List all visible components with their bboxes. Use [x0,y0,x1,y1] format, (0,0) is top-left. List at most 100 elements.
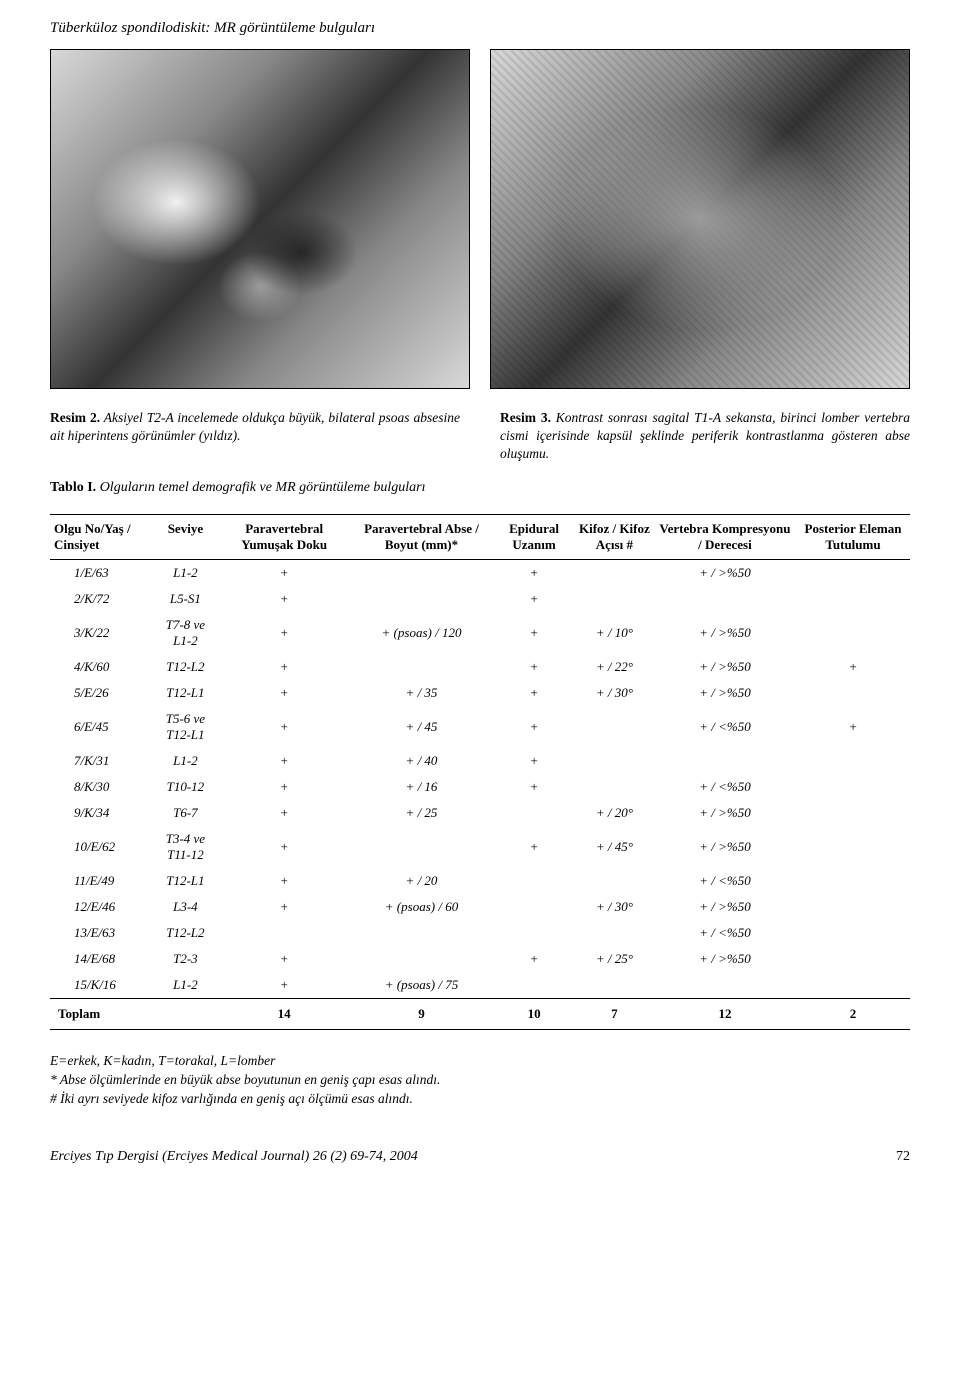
table-cell: + [219,774,350,800]
table-cell: T12-L2 [152,654,219,680]
table-cell: 2/K/72 [50,586,152,612]
col-header: Posterior Eleman Tutulumu [796,514,910,560]
table-cell: T12-L1 [152,680,219,706]
table-cell: + / 20° [575,800,654,826]
table-cell: 3/K/22 [50,612,152,654]
table-cell: T7-8 ve L1-2 [152,612,219,654]
table-cell [796,920,910,946]
table-cell [575,748,654,774]
table-header-row: Olgu No/Yaş / Cinsiyet Seviye Paraverteb… [50,514,910,560]
table-cell [796,800,910,826]
table-cell [575,868,654,894]
table-cell: + / <%50 [654,920,796,946]
table-cell: L1-2 [152,560,219,587]
table-row: 12/E/46L3-4++ (psoas) / 60+ / 30°+ / >%5… [50,894,910,920]
table-cell: + [219,612,350,654]
table-cell: + [219,654,350,680]
figure-2-image [50,49,470,389]
table-cell [575,920,654,946]
table-cell [350,560,494,587]
table-cell: + [493,946,575,972]
data-table: Olgu No/Yaş / Cinsiyet Seviye Paraverteb… [50,514,910,1031]
table-cell: T5-6 ve T12-L1 [152,706,219,748]
table-cell [796,894,910,920]
table-cell: + [493,826,575,868]
table-cell: + / <%50 [654,774,796,800]
table-cell: + [219,946,350,972]
table-row: 10/E/62T3-4 ve T11-12+++ / 45°+ / >%50 [50,826,910,868]
table-cell: L1-2 [152,748,219,774]
table-cell: + / >%50 [654,800,796,826]
table-row: 4/K/60T12-L2+++ / 22°+ / >%50+ [50,654,910,680]
captions-row: Resim 2. Aksiyel T2-A incelemede oldukça… [50,409,910,464]
table-cell [654,748,796,774]
table-cell: + / >%50 [654,946,796,972]
table-row: 11/E/49T12-L1++ / 20+ / <%50 [50,868,910,894]
table-cell: 11/E/49 [50,868,152,894]
table-cell: 8/K/30 [50,774,152,800]
table-cell [796,748,910,774]
table-footnotes: E=erkek, K=kadın, T=torakal, L=lomber * … [50,1052,910,1109]
table-cell: + / >%50 [654,826,796,868]
table-cell [493,800,575,826]
table-row: 8/K/30T10-12++ / 16++ / <%50 [50,774,910,800]
table-cell: 10/E/62 [50,826,152,868]
page-number: 72 [896,1149,910,1165]
total-label: Toplam [50,999,152,1030]
table-cell: + / 30° [575,894,654,920]
table-cell [350,826,494,868]
table-cell: 1/E/63 [50,560,152,587]
table-cell [493,920,575,946]
figure-2-label: Resim 2. [50,410,100,425]
table-cell [575,560,654,587]
table-title: Tablo I. Olguların temel demografik ve M… [50,480,910,496]
table-cell: T10-12 [152,774,219,800]
table-cell [350,920,494,946]
table-cell [350,586,494,612]
page-footer: Erciyes Tıp Dergisi (Erciyes Medical Jou… [50,1149,910,1165]
col-header: Kifoz / Kifoz Açısı # [575,514,654,560]
col-header: Epidural Uzanım [493,514,575,560]
table-cell: + [219,800,350,826]
table-cell [796,868,910,894]
table-cell: L1-2 [152,972,219,999]
footnote-line: * Abse ölçümlerinde en büyük abse boyutu… [50,1071,910,1090]
table-cell: L5-S1 [152,586,219,612]
table-cell [350,654,494,680]
table-cell: 7/K/31 [50,748,152,774]
table-cell: + / 45 [350,706,494,748]
table-cell: + [493,748,575,774]
table-cell: T12-L2 [152,920,219,946]
table-cell: + [219,706,350,748]
table-cell: 5/E/26 [50,680,152,706]
table-cell [654,586,796,612]
journal-citation: Erciyes Tıp Dergisi (Erciyes Medical Jou… [50,1149,418,1165]
footnote-line: # İki ayrı seviyede kifoz varlığında en … [50,1090,910,1109]
table-cell: + / 45° [575,826,654,868]
table-cell: + (psoas) / 75 [350,972,494,999]
table-cell: + [219,586,350,612]
table-cell: + / <%50 [654,706,796,748]
total-cell: 10 [493,999,575,1030]
table-cell: + (psoas) / 120 [350,612,494,654]
total-cell: 9 [350,999,494,1030]
table-cell: + / >%50 [654,894,796,920]
table-row: 9/K/34T6-7++ / 25+ / 20°+ / >%50 [50,800,910,826]
figure-3-caption: Resim 3. Kontrast sonrası sagital T1-A s… [500,409,910,464]
table-cell: 6/E/45 [50,706,152,748]
table-cell: + / 30° [575,680,654,706]
table-cell: + / 20 [350,868,494,894]
table-cell [796,586,910,612]
table-cell: + / 25 [350,800,494,826]
table-cell: + [493,612,575,654]
table-cell [219,920,350,946]
table-cell: + (psoas) / 60 [350,894,494,920]
table-cell [493,972,575,999]
col-header: Paravertebral Abse / Boyut (mm)* [350,514,494,560]
table-row: 2/K/72L5-S1++ [50,586,910,612]
table-cell [796,680,910,706]
table-row: 3/K/22T7-8 ve L1-2++ (psoas) / 120++ / 1… [50,612,910,654]
table-cell: + / 35 [350,680,494,706]
table-cell: + / >%50 [654,654,796,680]
table-row: 6/E/45T5-6 ve T12-L1++ / 45++ / <%50+ [50,706,910,748]
